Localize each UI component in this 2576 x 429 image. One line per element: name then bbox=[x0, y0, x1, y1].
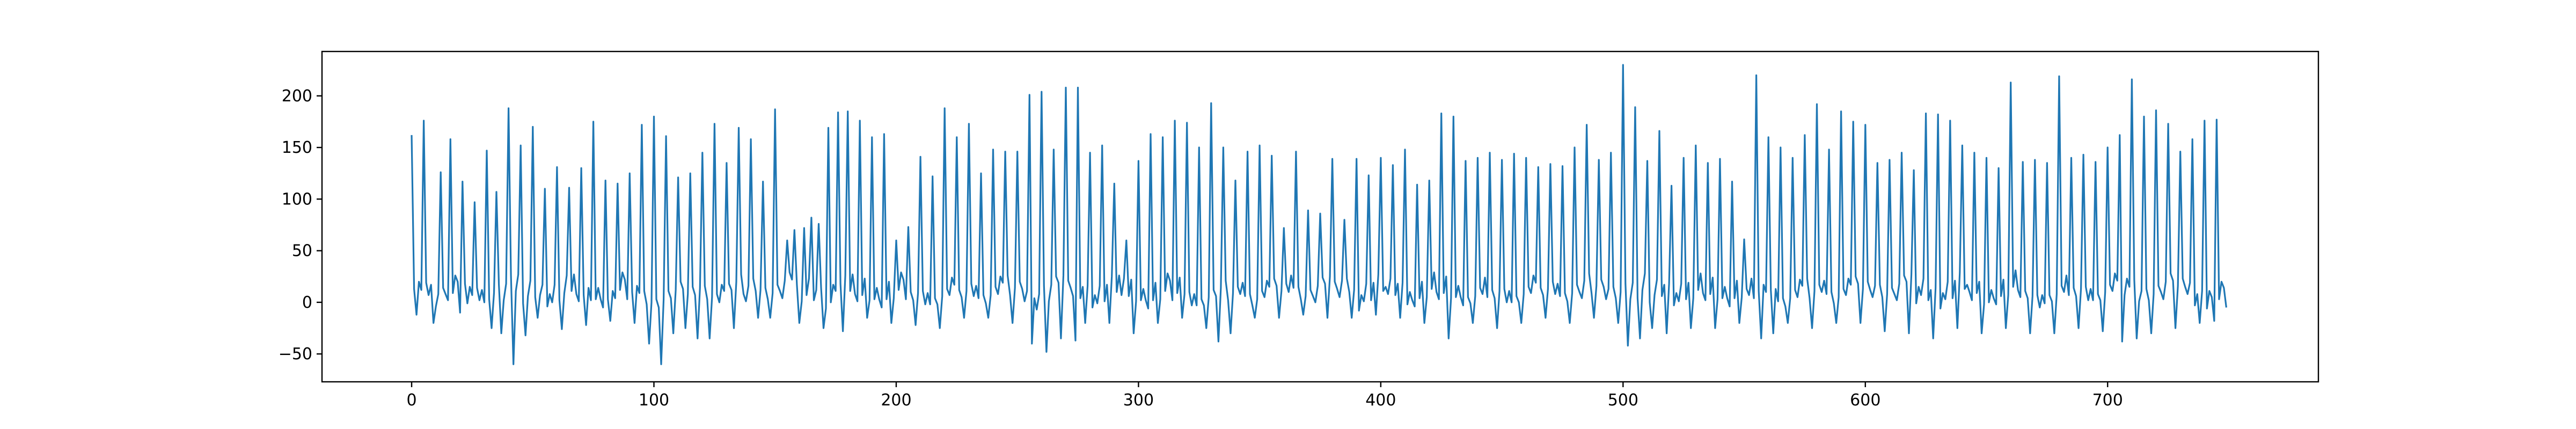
y-tick-label: 150 bbox=[282, 138, 312, 157]
y-axis: −50 0 50 100 150 200 bbox=[279, 87, 322, 364]
x-tick-label: 0 bbox=[406, 391, 416, 410]
series-line bbox=[411, 64, 2227, 365]
x-axis: 0 100 200 300 400 500 600 700 bbox=[406, 382, 2123, 410]
plot-area bbox=[411, 64, 2227, 365]
y-tick-label: 200 bbox=[282, 87, 312, 106]
x-tick-label: 400 bbox=[1365, 391, 1396, 410]
x-tick-label: 300 bbox=[1123, 391, 1154, 410]
y-tick-label: 0 bbox=[302, 293, 312, 312]
x-tick-label: 100 bbox=[639, 391, 669, 410]
x-tick-label: 600 bbox=[1850, 391, 1880, 410]
x-tick-label: 200 bbox=[881, 391, 911, 410]
y-tick-label: −50 bbox=[279, 345, 312, 364]
y-tick-label: 100 bbox=[282, 190, 312, 209]
axes-frame bbox=[321, 50, 2319, 383]
y-tick-label: 50 bbox=[292, 242, 312, 261]
x-tick-label: 500 bbox=[1608, 391, 1638, 410]
x-tick-label: 700 bbox=[2092, 391, 2123, 410]
